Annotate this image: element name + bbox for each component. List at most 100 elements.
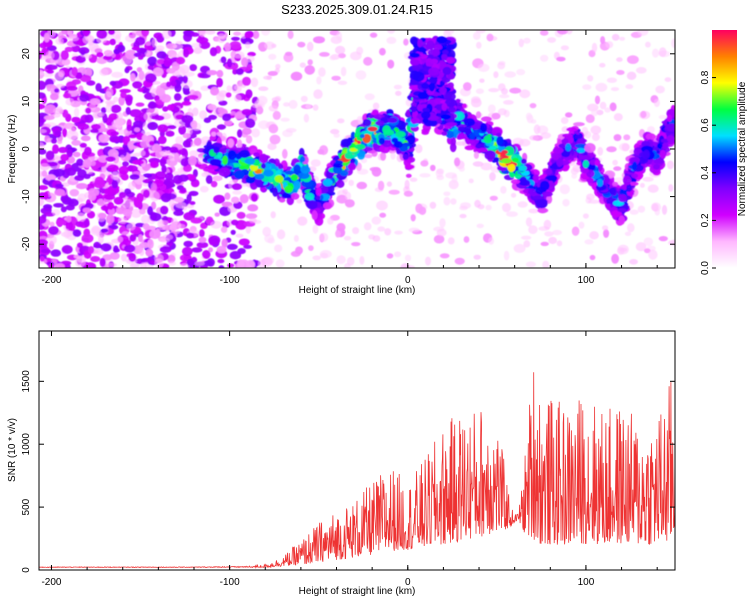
spectrogram-cell (53, 168, 65, 177)
spectrogram-cell (356, 46, 364, 55)
spectrogram-cell (76, 255, 87, 263)
spectrogram-cell (229, 111, 236, 116)
spectrogram-cell (250, 193, 259, 202)
spectrogram-cell (571, 173, 578, 179)
spectrogram-cell (125, 34, 136, 43)
spectrogram-cell (274, 175, 284, 183)
spectrogram-cell (71, 134, 79, 141)
spectrogram-cell (642, 149, 650, 160)
spectrogram-cell (416, 47, 427, 53)
spectrogram-cell (391, 137, 399, 143)
spectrogram-cell (229, 41, 241, 49)
spectrogram-cell (88, 188, 100, 197)
spectrogram-cell (501, 150, 508, 155)
spectrogram-cell (170, 80, 177, 87)
spectrogram-cell (573, 122, 585, 127)
spectrogram-cell (192, 107, 199, 117)
colorbar-tick-label: 0.2 (700, 213, 711, 227)
spectrogram-cell (306, 41, 314, 52)
spectrogram-cell (485, 204, 492, 211)
spectrogram-cell (606, 77, 618, 83)
spectrogram-cell (118, 191, 127, 199)
spectrogram-cell (539, 180, 550, 191)
spectrogram-ylabel: Frequency (Hz) (7, 115, 18, 184)
spectrogram-cell (268, 53, 277, 60)
spectrogram-cell (143, 112, 152, 121)
spectrogram-cell (540, 241, 549, 247)
spectrogram-cell (222, 155, 228, 165)
spectrogram-cell (604, 107, 611, 113)
spectrogram-cell (625, 84, 634, 90)
spectrogram-cell (121, 198, 133, 209)
spectrogram-cell (436, 36, 448, 44)
spectrogram-cell (275, 259, 285, 268)
spectrogram-cell (380, 151, 387, 161)
spectrogram-cell (629, 209, 639, 215)
spectrogram-cell (617, 247, 625, 255)
spectrogram-cell (54, 71, 64, 81)
spectrogram-cell (599, 101, 607, 110)
spectrogram-cell (67, 36, 80, 42)
spectrogram-cell (427, 78, 438, 83)
spectrogram-cell (166, 68, 176, 74)
spectrogram-cell (641, 140, 651, 147)
spectrogram-cell (225, 92, 232, 98)
spectrogram-cell (565, 143, 572, 152)
spectrogram-cell (154, 171, 167, 180)
spectrogram-cell (506, 211, 518, 217)
spectrogram-cell (480, 162, 493, 171)
spectrogram-cell (407, 134, 416, 145)
spectrogram-cell (384, 228, 392, 236)
spectrogram-cell (305, 104, 312, 109)
spectrogram-cell (244, 31, 251, 39)
spectrogram-cell (300, 95, 308, 103)
spectrogram-cell (55, 83, 65, 89)
spectrogram-cell (503, 100, 514, 105)
spectrogram-cell (159, 246, 172, 253)
spectrogram-cell (102, 55, 113, 61)
spectrogram-cell (120, 173, 129, 181)
spectrogram-cell (154, 258, 164, 268)
spectrogram-cell (284, 170, 295, 175)
spectrogram-cell (359, 256, 365, 265)
spectrogram-cell (519, 89, 531, 99)
spectrogram-cell (130, 208, 142, 218)
spectrogram-cell (235, 68, 244, 75)
spectrogram-cell (433, 44, 443, 51)
spectrogram-cell (337, 80, 348, 86)
spectrogram-cell (125, 107, 131, 115)
spectrogram-cell (39, 185, 48, 191)
spectrogram-cell (209, 47, 218, 57)
spectrogram-cell (207, 165, 219, 170)
spectrogram-cell (606, 146, 617, 153)
spectrogram-cell (39, 163, 50, 171)
spectrogram-cell (268, 105, 279, 112)
spectrogram-cell (278, 197, 286, 203)
spectrogram-cell (510, 179, 521, 185)
spectrogram-cell (39, 117, 45, 128)
spectrogram-cell (643, 237, 654, 246)
spectrogram-cell (613, 177, 625, 182)
spectrogram-cell (116, 236, 124, 243)
spectrogram-cell (635, 67, 647, 74)
spectrogram-cell (589, 254, 596, 261)
spectrogram-cell (599, 62, 606, 68)
spectrogram-cell (313, 89, 323, 99)
spectrogram-cell (77, 123, 90, 130)
spectrogram-cell (135, 102, 145, 107)
spectrogram-cell (297, 41, 306, 48)
spectrogram-cell (319, 250, 332, 259)
spectrogram-cell (470, 96, 481, 104)
spectrogram-cell (208, 114, 218, 120)
spectrogram-cell (186, 232, 195, 239)
spectrogram-cell (226, 243, 238, 250)
spectrogram-cell (133, 120, 143, 128)
spectrogram-cell (193, 137, 202, 146)
spectrogram-cell (263, 169, 274, 177)
spectrogram-cell (39, 71, 45, 76)
spectrogram-cell (105, 103, 112, 113)
spectrogram-cell (616, 70, 625, 75)
spectrogram-cell (545, 168, 553, 175)
spectrogram-cell (247, 51, 256, 57)
